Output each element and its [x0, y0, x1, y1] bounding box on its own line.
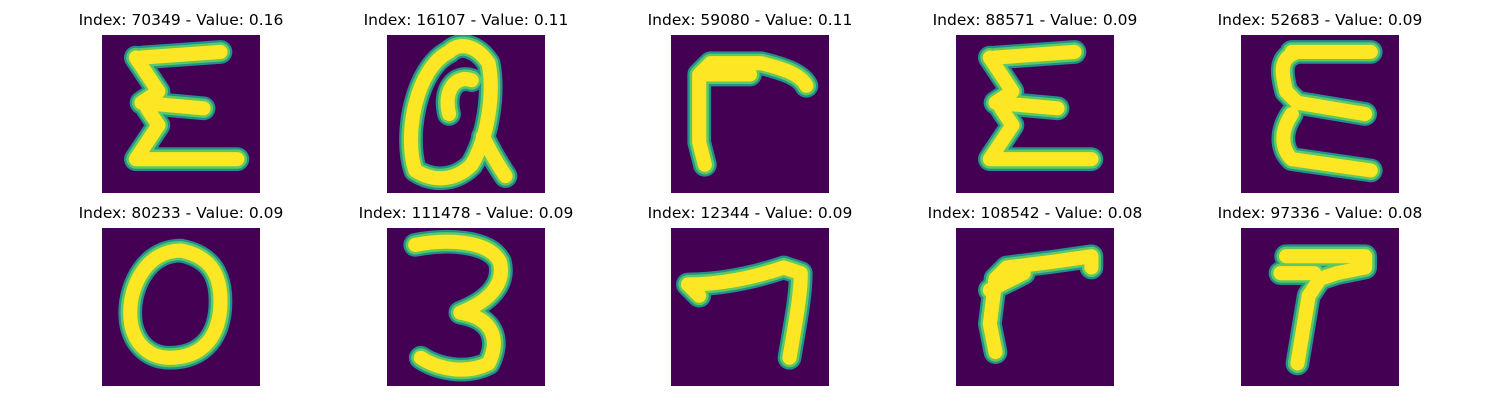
digit-image — [387, 228, 545, 386]
image-panel: Index: 16107 - Value: 0.11 — [364, 11, 568, 193]
stroke-core — [1273, 249, 1373, 371]
panel-title: Index: 16107 - Value: 0.11 — [363, 11, 569, 29]
digit-image — [1241, 228, 1399, 386]
panel-title: Index: 97336 - Value: 0.08 — [1217, 204, 1423, 222]
image-panel: Index: 108542 - Value: 0.08 — [928, 204, 1142, 386]
panel-title: Index: 108542 - Value: 0.08 — [927, 204, 1143, 222]
image-panel: Index: 12344 - Value: 0.09 — [648, 204, 852, 386]
panel-title: Index: 111478 - Value: 0.09 — [358, 204, 574, 222]
panel-title: Index: 12344 - Value: 0.09 — [647, 204, 853, 222]
digit-image — [1241, 35, 1399, 193]
panel-title: Index: 88571 - Value: 0.09 — [932, 11, 1138, 29]
panel-title: Index: 59080 - Value: 0.11 — [647, 11, 853, 29]
panel-title: Index: 52683 - Value: 0.09 — [1217, 11, 1423, 29]
image-panel: Index: 97336 - Value: 0.08 — [1218, 204, 1422, 386]
stroke-core — [408, 234, 508, 377]
stroke-core — [982, 44, 1099, 167]
digit-image — [671, 228, 829, 386]
digit-image — [956, 228, 1114, 386]
digit-image — [102, 35, 260, 193]
stroke-core — [403, 39, 513, 186]
digit-image — [387, 35, 545, 193]
digit-image — [671, 35, 829, 193]
digit-image — [102, 228, 260, 386]
stroke-core — [128, 44, 245, 167]
stroke-core — [123, 243, 228, 365]
digit-image — [956, 35, 1114, 193]
panel-title: Index: 70349 - Value: 0.16 — [78, 11, 284, 29]
stroke-core — [692, 56, 814, 172]
image-panel: Index: 52683 - Value: 0.09 — [1218, 11, 1422, 193]
image-panel: Index: 59080 - Value: 0.11 — [648, 11, 852, 193]
image-panel: Index: 70349 - Value: 0.16 — [79, 11, 283, 193]
image-panel: Index: 80233 - Value: 0.09 — [79, 204, 283, 386]
stroke-core — [680, 260, 808, 365]
stroke-core — [982, 249, 1099, 360]
stroke-core — [1275, 44, 1378, 178]
image-panel: Index: 88571 - Value: 0.09 — [933, 11, 1137, 193]
image-panel: Index: 111478 - Value: 0.09 — [359, 204, 573, 386]
panel-title: Index: 80233 - Value: 0.09 — [78, 204, 284, 222]
